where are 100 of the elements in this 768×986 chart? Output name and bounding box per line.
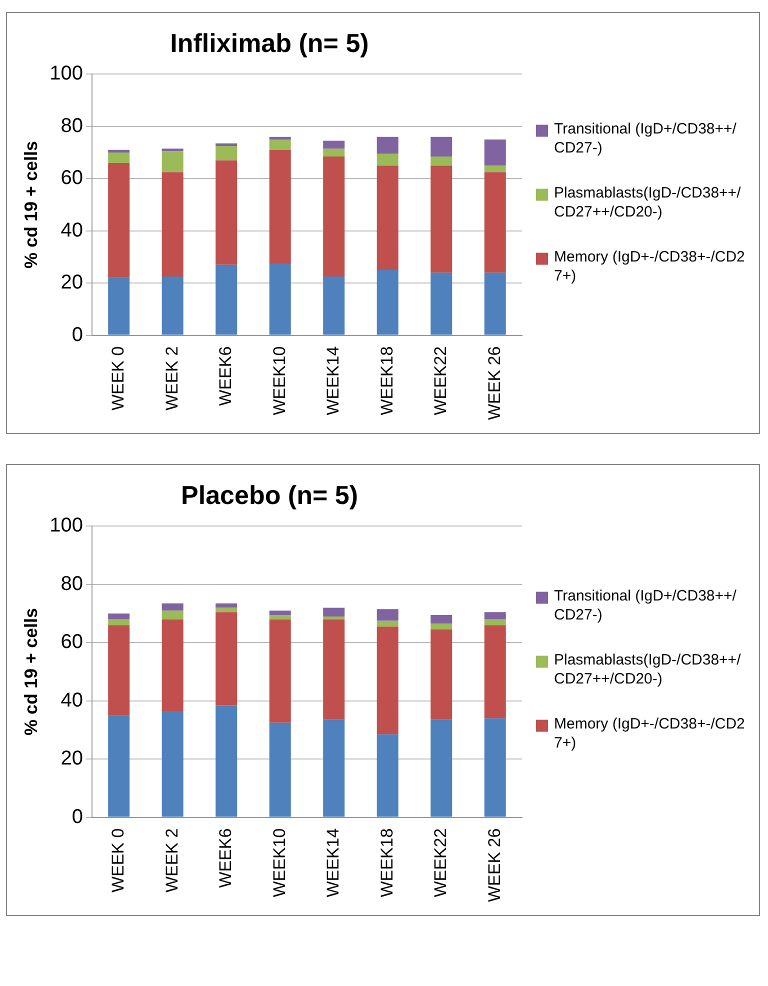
bar — [269, 722, 291, 817]
bar — [430, 156, 452, 166]
bar — [484, 718, 506, 817]
bar — [216, 608, 238, 612]
x-tick-label: WEEK 26 — [484, 346, 504, 420]
bar — [108, 150, 130, 153]
x-tick-label: WEEK10 — [270, 828, 289, 898]
bar — [376, 270, 398, 335]
bar — [430, 272, 452, 335]
bar — [323, 720, 345, 817]
bar — [376, 609, 398, 621]
bar — [162, 711, 184, 817]
chart-title: Placebo (n= 5) — [181, 480, 358, 510]
bar — [376, 154, 398, 166]
bar — [216, 160, 238, 265]
bar — [162, 276, 184, 335]
legend-label: Transitional (IgD+/CD38++/CD27-) — [554, 120, 738, 156]
bar — [216, 143, 238, 146]
x-tick-label: WEEK6 — [216, 346, 236, 406]
bar — [216, 705, 238, 817]
bar — [162, 610, 184, 620]
bar — [108, 715, 130, 817]
legend-label: Transitional (IgD+/CD38++/CD27-) — [554, 587, 738, 624]
bar — [323, 619, 345, 720]
x-tick-label: WEEK22 — [431, 346, 450, 416]
bar — [162, 151, 184, 172]
bar — [108, 625, 130, 716]
bar — [484, 139, 506, 166]
bar — [108, 162, 130, 278]
bar — [162, 603, 184, 611]
bar — [323, 608, 345, 616]
bar — [108, 614, 130, 620]
bar — [269, 136, 291, 140]
bar — [430, 720, 452, 817]
bar — [323, 140, 345, 149]
bar — [108, 152, 130, 163]
bar — [376, 734, 398, 817]
bar — [430, 630, 452, 720]
bar — [108, 278, 130, 335]
x-tick-label: WEEK 0 — [108, 828, 128, 893]
x-tick-label: WEEK 2 — [162, 828, 182, 893]
bar — [269, 150, 291, 264]
y-tick-label: 100 — [50, 514, 83, 537]
bar — [269, 610, 291, 615]
bar — [484, 272, 506, 335]
y-tick-label: 20 — [60, 272, 83, 294]
x-tick-label: WEEK14 — [324, 346, 343, 416]
x-tick-label: WEEK18 — [377, 828, 396, 898]
bar — [323, 616, 345, 620]
y-tick-label: 40 — [60, 689, 83, 712]
bar — [108, 619, 130, 626]
y-axis-title: % cd 19 + cells — [20, 140, 41, 269]
bar — [376, 626, 398, 734]
bar — [216, 146, 238, 160]
x-tick-label: WEEK10 — [270, 346, 289, 416]
y-tick-label: 80 — [60, 114, 83, 137]
x-tick-label: WEEK18 — [377, 346, 396, 416]
y-tick-label: 60 — [60, 167, 83, 190]
bar — [430, 624, 452, 630]
bar — [216, 612, 238, 706]
x-tick-label: WEEK22 — [431, 828, 450, 898]
x-tick-label: WEEK 2 — [162, 346, 182, 411]
legend-label: Plasmablasts(IgD-/CD38++/CD27++/CD20-) — [554, 184, 742, 220]
y-tick-label: 80 — [60, 572, 83, 595]
bar — [269, 139, 291, 150]
bar — [484, 166, 506, 172]
x-tick-label: WEEK 0 — [108, 346, 128, 411]
bar — [269, 264, 291, 335]
y-tick-label: 100 — [50, 62, 83, 85]
bar — [484, 612, 506, 620]
bar — [484, 625, 506, 718]
bar — [323, 148, 345, 156]
y-axis-title: % cd 19 + cells — [20, 608, 41, 736]
bar — [323, 156, 345, 277]
bar — [216, 603, 238, 608]
y-tick-label: 0 — [72, 806, 83, 828]
y-tick-label: 20 — [60, 748, 83, 770]
bar — [484, 619, 506, 626]
bar — [376, 136, 398, 154]
bar — [430, 166, 452, 273]
bar — [323, 276, 345, 335]
legend-label: Memory (IgD+-/CD38+-/CD27+) — [554, 248, 745, 284]
bar — [484, 172, 506, 273]
bar — [269, 614, 291, 620]
x-tick-label: WEEK 26 — [484, 828, 504, 902]
x-tick-label: WEEK14 — [324, 828, 343, 898]
chart-title: Infliximab (n= 5) — [170, 28, 369, 58]
bar — [376, 166, 398, 270]
y-tick-label: 60 — [60, 631, 83, 654]
legend-label: Plasmablasts(IgD-/CD38++/CD27++/CD20-) — [554, 651, 742, 688]
y-tick-label: 40 — [60, 219, 83, 242]
bar — [430, 136, 452, 156]
bar — [216, 264, 238, 335]
bar — [376, 620, 398, 627]
bar — [162, 172, 184, 277]
bar — [162, 619, 184, 712]
bar — [162, 148, 184, 152]
bar — [269, 619, 291, 723]
legend-label: Memory (IgD+-/CD38+-/CD27+) — [554, 715, 745, 752]
bar — [430, 614, 452, 624]
